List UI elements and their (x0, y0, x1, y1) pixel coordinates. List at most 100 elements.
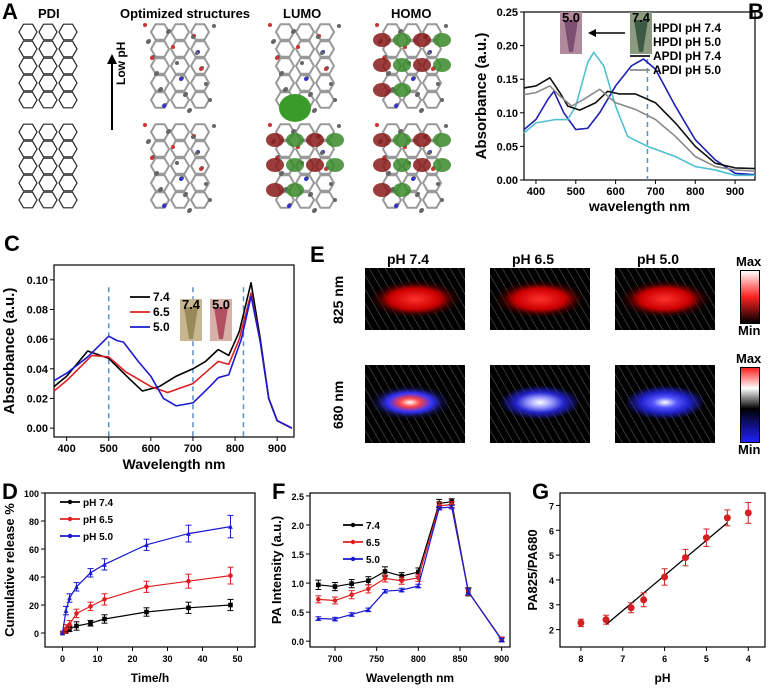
ring (421, 191, 443, 209)
atom (444, 124, 448, 128)
atom (179, 177, 183, 181)
atom (312, 209, 316, 213)
atom (283, 188, 287, 192)
ring (149, 57, 171, 75)
pa-image (365, 365, 465, 443)
orbital-lobe (266, 133, 284, 147)
atom (375, 23, 379, 27)
plot-frame (559, 492, 766, 648)
series-line-5-0 (53, 295, 293, 429)
data-point (661, 573, 669, 581)
atom (175, 161, 179, 165)
y-axis-label: PA Intensity (a.u.) (269, 516, 284, 624)
atom (187, 209, 191, 213)
pa-image (615, 365, 715, 443)
atom (268, 23, 272, 27)
orbital-lobe (393, 183, 411, 197)
legend-label: APDI pH 5.0 (653, 63, 721, 77)
ring (294, 57, 316, 75)
ring (149, 123, 171, 141)
orbital-lobe (326, 133, 344, 147)
ring (169, 174, 191, 192)
atom (212, 24, 216, 28)
data-point (436, 505, 442, 511)
legend-label: HPDI pH 7.4 (653, 21, 721, 35)
data-point (449, 504, 454, 510)
data-point (74, 623, 79, 629)
y-tick-label: 0.04 (27, 364, 49, 376)
data-point (640, 596, 648, 604)
ring (58, 174, 78, 192)
x-tick-label: 900 (726, 186, 744, 198)
atom (179, 77, 183, 81)
ring (149, 74, 171, 92)
orbital-lobe (286, 158, 304, 172)
y-tick-label: 0.10 (27, 275, 48, 287)
data-point (723, 514, 731, 522)
data-point (74, 584, 79, 590)
data-point (88, 620, 93, 626)
vial-solution (214, 307, 228, 339)
atom (296, 45, 300, 49)
vial-ph-label: 7.4 (182, 297, 201, 312)
molecule-ball (268, 23, 341, 113)
legend-label: HPDI pH 5.0 (653, 35, 721, 49)
molecule-line (18, 23, 78, 109)
atom (375, 123, 379, 127)
orbital-lobe (286, 183, 304, 197)
ring (58, 123, 78, 141)
y-tick-label: 0.02 (27, 393, 48, 405)
data-point (499, 637, 504, 643)
ring (38, 23, 58, 41)
colorbar-min-label: Min (738, 442, 761, 457)
atom (333, 198, 337, 202)
ring (169, 40, 191, 58)
legend-label: 6.5 (153, 305, 170, 319)
ring (189, 91, 211, 109)
atom (199, 67, 203, 71)
x-tick-label: 50 (232, 654, 242, 664)
atom (291, 30, 295, 34)
atom (312, 109, 316, 113)
data-point (416, 569, 421, 575)
x-tick-label: 900 (268, 443, 286, 455)
atom (162, 204, 166, 208)
atom (187, 109, 191, 113)
data-point (627, 604, 635, 612)
y-tick-label: 0.0 (291, 637, 304, 647)
data-point (186, 605, 191, 611)
x-tick-label: 40 (197, 654, 207, 664)
data-point (366, 607, 371, 613)
data-point (744, 509, 752, 517)
ring (274, 74, 296, 92)
ring (189, 174, 211, 192)
atom (411, 77, 415, 81)
atom (304, 77, 308, 81)
panel-label-g: G (532, 479, 550, 504)
series-line-apdi-ph-5-0 (523, 85, 756, 173)
ring (58, 157, 78, 175)
header-lumo: LUMO (283, 6, 322, 21)
y-tick-label: 0.00 (497, 175, 518, 187)
x-tick-label: 30 (162, 654, 172, 664)
orbital-lobe (433, 33, 451, 47)
ring (58, 140, 78, 158)
atom (208, 98, 212, 102)
atom (279, 172, 283, 176)
data-point (228, 523, 233, 529)
ring (18, 91, 38, 109)
ring (169, 123, 191, 141)
x-axis-label: wavelength nm (588, 198, 690, 214)
data-point (88, 570, 93, 576)
atom (386, 172, 390, 176)
ring (294, 23, 316, 41)
legend-marker (350, 522, 356, 528)
y-tick-label: 20 (29, 601, 39, 611)
data-point (102, 561, 107, 567)
column-label: pH 6.5 (512, 251, 555, 267)
lumo-lobe (279, 94, 311, 122)
orbital-lobe (433, 133, 451, 147)
ring (294, 74, 316, 92)
atom (154, 172, 158, 176)
